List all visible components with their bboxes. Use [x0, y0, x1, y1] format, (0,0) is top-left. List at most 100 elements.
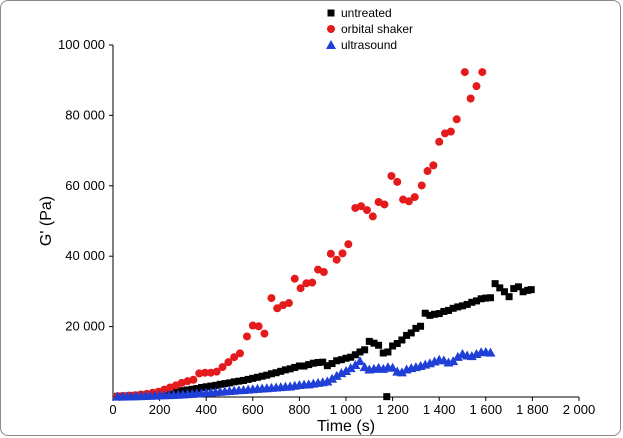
data-point [478, 68, 487, 77]
data-point [365, 337, 373, 345]
data-point [460, 68, 469, 77]
data-point [389, 342, 397, 350]
data-point [477, 295, 485, 303]
data-point [338, 249, 347, 258]
data-point [212, 367, 221, 376]
data-point [272, 369, 280, 377]
data-point [235, 377, 243, 385]
data-point [354, 356, 365, 366]
data-point [290, 274, 299, 283]
data-point [244, 375, 252, 383]
data-point [398, 336, 406, 344]
data-point [393, 339, 401, 347]
data-point [454, 303, 462, 311]
data-point [235, 349, 244, 358]
data-point [440, 307, 448, 315]
axes: 0 200 400 600 800 1 000 1 200 1 400 1 600 1 800 2 … [58, 37, 595, 417]
x-tick-label: 800 [289, 402, 311, 417]
legend-marker [326, 40, 336, 49]
data-point [267, 294, 276, 303]
data-point [435, 310, 443, 318]
data-point [417, 181, 426, 190]
data-point [239, 376, 247, 384]
data-point [258, 372, 266, 380]
data-point [362, 206, 371, 215]
x-tick-label: 600 [242, 402, 264, 417]
data-point [435, 137, 444, 146]
x-tick-label: 1 400 [423, 402, 456, 417]
data-point [295, 362, 303, 370]
data-point [472, 82, 481, 91]
data-marks [112, 68, 535, 401]
data-point [319, 358, 327, 366]
data-point [468, 298, 476, 306]
data-point [410, 193, 419, 202]
data-point [249, 374, 257, 382]
data-point [305, 361, 313, 369]
data-point [230, 353, 239, 362]
data-point [375, 341, 383, 349]
data-point [383, 393, 391, 401]
data-point [496, 284, 504, 292]
data-point [393, 177, 402, 186]
x-tick-label: 1 800 [516, 402, 549, 417]
x-tick-label: 0 [109, 402, 116, 417]
data-point [485, 347, 496, 357]
data-point [387, 362, 398, 372]
data-point [510, 285, 518, 293]
y-tick-label: 60 000 [65, 178, 105, 193]
data-point [296, 284, 305, 293]
data-point [195, 369, 204, 378]
data-point [380, 200, 389, 209]
data-point [412, 324, 420, 332]
data-point [356, 348, 364, 356]
y-tick-label: 20 000 [65, 319, 105, 334]
data-point [189, 375, 198, 384]
data-point [341, 365, 351, 375]
data-point [379, 349, 387, 357]
data-point [221, 380, 229, 388]
data-point [327, 373, 338, 383]
data-point [263, 371, 271, 379]
data-point [254, 322, 263, 331]
data-point [207, 382, 215, 390]
data-point [452, 351, 463, 361]
data-point [286, 365, 294, 373]
data-point [423, 167, 432, 176]
data-point [308, 278, 317, 287]
data-point [331, 370, 342, 380]
data-point [350, 359, 361, 369]
data-point [429, 161, 438, 170]
y-tick-label: 40 000 [65, 248, 105, 263]
x-tick-label: 200 [149, 402, 171, 417]
legend-label: untreated [341, 6, 392, 20]
data-point [201, 368, 210, 377]
data-point [486, 294, 494, 302]
legend-marker [327, 9, 335, 17]
data-point [224, 358, 233, 367]
data-point [248, 321, 257, 330]
data-point [361, 346, 369, 354]
data-point [426, 311, 434, 319]
x-tick-label: 1 000 [330, 402, 363, 417]
data-point [404, 197, 413, 206]
data-point [370, 339, 378, 347]
series-orbital-shaker [113, 68, 487, 401]
data-point [452, 115, 461, 124]
data-point [277, 367, 285, 375]
data-point [459, 302, 466, 310]
legend-marker [327, 25, 335, 33]
data-point [345, 363, 356, 373]
data-point [337, 356, 345, 364]
data-point [421, 309, 429, 317]
x-tick-label: 1 200 [376, 402, 409, 417]
data-point [216, 380, 224, 388]
data-point [302, 279, 311, 288]
x-axis-title: Time (s) [317, 418, 375, 435]
data-point [342, 354, 350, 362]
data-point [500, 288, 508, 296]
data-point [407, 329, 415, 337]
data-point [417, 322, 425, 330]
data-point [218, 363, 227, 372]
x-tick-label: 2 000 [563, 402, 596, 417]
